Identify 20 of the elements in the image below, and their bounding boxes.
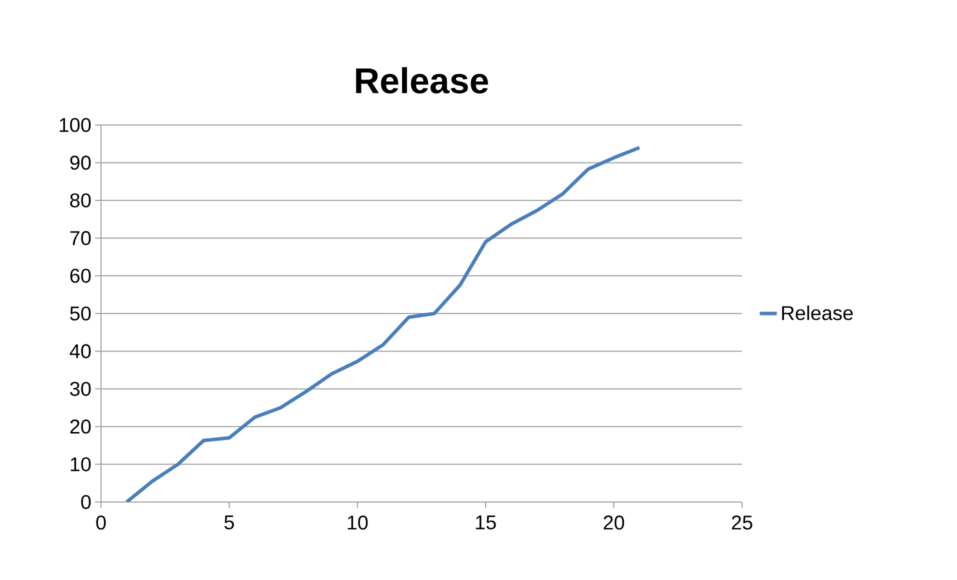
x-tick-label: 5 bbox=[224, 516, 234, 530]
y-tick-label: 80 bbox=[70, 193, 91, 208]
y-tick-label: 20 bbox=[70, 420, 91, 434]
y-tick-label: 30 bbox=[70, 382, 91, 396]
x-tick-label: 15 bbox=[476, 516, 496, 530]
y-tick-label: 0 bbox=[81, 494, 91, 510]
y-tick-label: 50 bbox=[70, 306, 91, 321]
x-tick-label: 20 bbox=[604, 516, 624, 530]
y-tick-label: 70 bbox=[70, 231, 91, 246]
chart-title: Release bbox=[356, 67, 488, 94]
y-tick-label: 10 bbox=[70, 457, 91, 472]
line-series bbox=[124, 146, 642, 502]
y-tick-label: 40 bbox=[70, 344, 91, 358]
y-tick-label: 60 bbox=[70, 268, 91, 283]
legend-label: Release bbox=[782, 306, 853, 320]
y-tick-label: 90 bbox=[70, 156, 91, 170]
y-tick-label: 100 bbox=[60, 118, 91, 132]
x-tick-label: 10 bbox=[348, 516, 368, 530]
x-tick-label: 0 bbox=[96, 516, 106, 530]
x-tick-label: 25 bbox=[732, 516, 752, 530]
